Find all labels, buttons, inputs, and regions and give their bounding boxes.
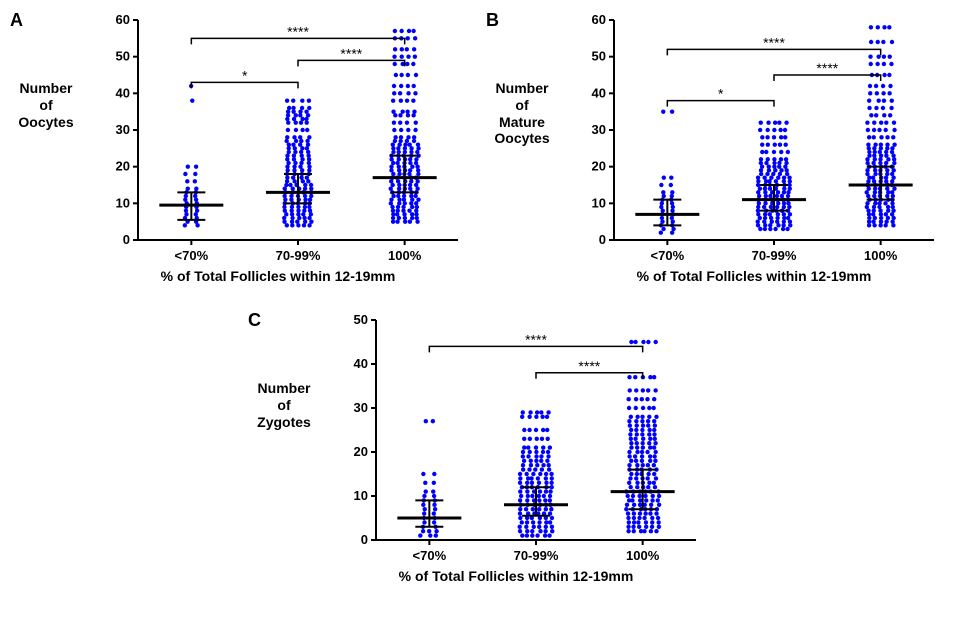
scatter-plot: 0102030405060<70%70-99%100%********* [88,10,468,290]
svg-text:20: 20 [116,159,130,174]
panel-a: A NumberofOocytes 0 10 20 30 40 50 60 <70% 70-99% 1… [10,10,480,310]
y-axis-label: NumberofMatureOocytes [486,80,558,147]
svg-text:****: **** [340,45,362,61]
svg-text:<70%: <70% [175,248,209,263]
panel-b: B NumberofMatureOocytes 0 10 20 30 40 50 60 <70% 7… [486,10,956,310]
svg-text:*: * [242,67,248,83]
svg-text:****: **** [525,331,547,347]
svg-text:30: 30 [116,122,130,137]
row-2: C NumberofZygotes 0 10 20 30 40 50 <70% 70-99% 100… [10,310,956,610]
panel-label: A [10,10,23,31]
svg-text:70-99%: 70-99% [276,248,321,263]
svg-text:20: 20 [592,159,606,174]
svg-text:<70%: <70% [413,548,447,563]
svg-text:40: 40 [354,356,368,371]
svg-text:*: * [718,86,724,102]
x-axis-label: % of Total Follicles within 12-19mm [88,268,468,284]
svg-text:****: **** [578,358,600,374]
panel-label: B [486,10,499,31]
svg-text:<70%: <70% [651,248,685,263]
panel-c: C NumberofZygotes 0 10 20 30 40 50 <70% 70-99% 100… [248,310,718,610]
x-axis-label: % of Total Follicles within 12-19mm [564,268,944,284]
svg-text:10: 10 [116,195,130,210]
y-axis-label: NumberofOocytes [10,80,82,130]
svg-text:0: 0 [361,532,368,547]
svg-text:40: 40 [116,85,130,100]
svg-text:10: 10 [354,488,368,503]
svg-text:100%: 100% [388,248,422,263]
svg-text:****: **** [287,23,309,39]
scatter-plot: 0 10 20 30 40 50 <70% 70-99% 100% **** **** [326,310,706,590]
svg-text:50: 50 [354,312,368,327]
svg-text:30: 30 [354,400,368,415]
svg-text:70-99%: 70-99% [752,248,797,263]
scatter-plot: 0102030405060<70%70-99%100%********* [564,10,944,290]
svg-text:****: **** [816,60,838,76]
row-1: A NumberofOocytes 0 10 20 30 40 50 60 <70% 70-99% 1… [10,10,956,310]
panel-label: C [248,310,261,331]
svg-text:****: **** [763,34,785,50]
y-axis-label: NumberofZygotes [248,380,320,430]
svg-text:0: 0 [123,232,130,247]
svg-text:10: 10 [592,195,606,210]
svg-text:0: 0 [599,232,606,247]
svg-text:60: 60 [116,12,130,27]
svg-text:100%: 100% [626,548,660,563]
svg-text:100%: 100% [864,248,898,263]
svg-text:50: 50 [116,49,130,64]
x-axis-label: % of Total Follicles within 12-19mm [326,568,706,584]
svg-text:50: 50 [592,49,606,64]
svg-text:40: 40 [592,85,606,100]
svg-text:20: 20 [354,444,368,459]
svg-text:30: 30 [592,122,606,137]
svg-text:70-99%: 70-99% [514,548,559,563]
figure-grid: A NumberofOocytes 0 10 20 30 40 50 60 <70% 70-99% 1… [10,10,956,610]
svg-text:60: 60 [592,12,606,27]
